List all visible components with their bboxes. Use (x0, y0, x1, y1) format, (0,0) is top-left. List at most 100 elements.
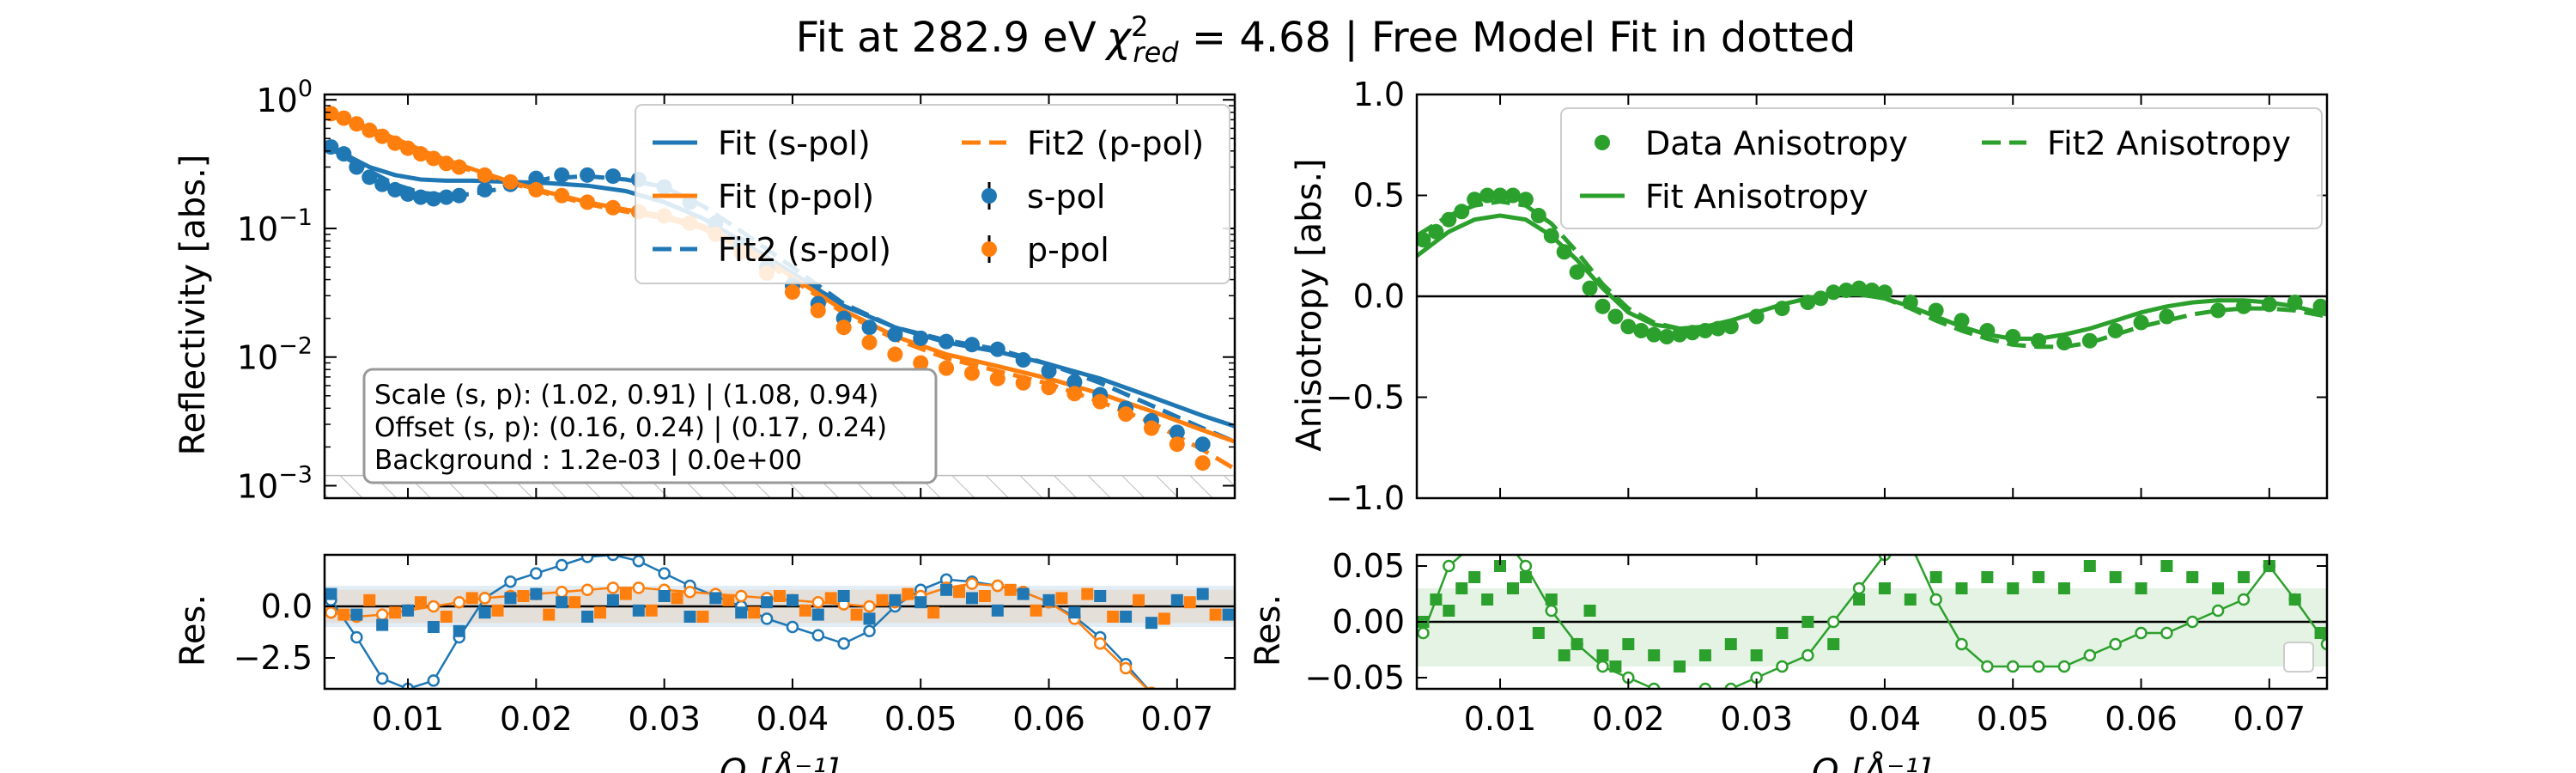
data-point (400, 186, 416, 202)
residual-point (1196, 587, 1209, 600)
data-point (784, 284, 800, 301)
x-axis-label: Q [Å⁻¹] (1812, 751, 1932, 773)
data-point (1492, 187, 1509, 204)
residual-point (1017, 587, 1030, 600)
free-fit-residual-point (1929, 593, 1942, 606)
residual-point (1443, 605, 1455, 617)
legend-box (1560, 107, 2323, 229)
x-axis-label: Q [Å⁻¹] (720, 751, 840, 773)
residual-point (991, 604, 1004, 617)
residual-point (748, 606, 761, 619)
y-tick-base: 10 (237, 467, 278, 505)
data-point (1876, 284, 1893, 301)
residual-point (440, 611, 453, 623)
data-point (1194, 455, 1211, 472)
data-point (1979, 322, 1996, 338)
data-point (1646, 326, 1662, 343)
x-tick-label: 0.01 (1464, 700, 1537, 738)
x-tick-label: 0.07 (1141, 700, 1214, 738)
residual-point (1468, 571, 1481, 583)
free-fit-residual-point (1826, 615, 1840, 629)
residual-point (645, 604, 658, 617)
free-fit-residual-point (658, 567, 671, 580)
residual-plot-area (325, 555, 1235, 689)
data-point (1569, 264, 1585, 280)
data-point (1953, 313, 1970, 329)
free-fit-residual-point (1093, 636, 1107, 650)
data-point (336, 110, 352, 126)
data-point (1710, 320, 1726, 337)
y-tick-label: 10−2 (237, 333, 313, 377)
residual-point (427, 621, 440, 633)
residual-point (927, 606, 940, 619)
residual-point (761, 596, 774, 609)
residual-point (1648, 649, 1661, 661)
anisotropy-residual-panel: 0.01 0.02 0.03 0.04 0.05 0.06 0.07 −0.05 0.00 0.0… (1249, 547, 2329, 773)
data-point (1902, 295, 1918, 311)
free-fit-residual-point (2237, 593, 2251, 606)
legend-label: Fit2 Anisotropy (2047, 125, 2291, 162)
free-fit-residual-point (453, 595, 466, 609)
data-point (1169, 436, 1185, 453)
residual-point (402, 604, 415, 617)
free-fit-residual-point (2160, 626, 2173, 640)
free-fit-residual-point (580, 583, 594, 597)
residual-point (683, 611, 696, 623)
data-point (989, 370, 1005, 386)
free-fit-residual-point (427, 600, 440, 613)
residual-point (453, 624, 465, 637)
y-tick-label: 0.00 (1332, 603, 1405, 641)
residual-point (1853, 593, 1866, 606)
free-fit-residual-point (2185, 615, 2199, 629)
x-tick-label: 0.04 (1849, 700, 1922, 738)
free-fit-residual-point (811, 595, 825, 609)
legend-marker (981, 188, 997, 204)
free-fit-residual-point (1545, 604, 1558, 618)
data-point (400, 140, 416, 156)
y-tick-exponent: 0 (298, 76, 313, 102)
residual-point (1183, 596, 1196, 609)
data-point (1748, 308, 1765, 325)
free-fit-residual-point (632, 555, 646, 568)
data-point (913, 355, 929, 371)
data-point (2287, 295, 2303, 311)
residual-point (889, 593, 902, 606)
x-tick-label: 0.02 (1592, 700, 1665, 738)
residual-point (863, 612, 876, 625)
free-fit-residual-point (811, 629, 825, 642)
free-fit-residual-point (2032, 660, 2045, 673)
free-fit-residual-point (1443, 559, 1455, 573)
residual-point (465, 592, 478, 605)
residual-point (850, 608, 863, 621)
residual-point (2109, 571, 2122, 583)
legend-marker (1595, 135, 1610, 150)
residual-point (337, 608, 350, 621)
residual-point (414, 596, 427, 609)
free-fit-residual-point (760, 612, 774, 625)
title-chi-sub: red (1133, 36, 1179, 69)
data-point (1066, 374, 1083, 390)
data-point (374, 128, 391, 144)
residual-point (1929, 571, 1942, 583)
data-point (325, 106, 339, 122)
residual-point (811, 608, 824, 621)
data-point (1697, 322, 1713, 338)
y-axis-label: Anisotropy [abs.] (1290, 158, 1329, 451)
y-tick-label: −2.5 (234, 639, 313, 677)
free-fit-residual-point (1417, 626, 1430, 640)
residual-point (1068, 606, 1081, 619)
residual-point (1081, 587, 1094, 600)
free-fit-residual-point (734, 589, 748, 603)
free-fit-residual-point (2109, 637, 2122, 651)
residual-point (1209, 608, 1222, 621)
free-fit-residual-point (606, 581, 620, 594)
residual-point (1170, 593, 1183, 606)
data-point (1530, 208, 1546, 223)
empty-legend-box (2283, 642, 2314, 673)
residual-point (2263, 560, 2275, 572)
y-tick-label: −0.5 (1326, 379, 1405, 417)
y-tick-label: 0.0 (1353, 277, 1405, 315)
data-point (939, 360, 955, 376)
data-point (1659, 329, 1675, 344)
